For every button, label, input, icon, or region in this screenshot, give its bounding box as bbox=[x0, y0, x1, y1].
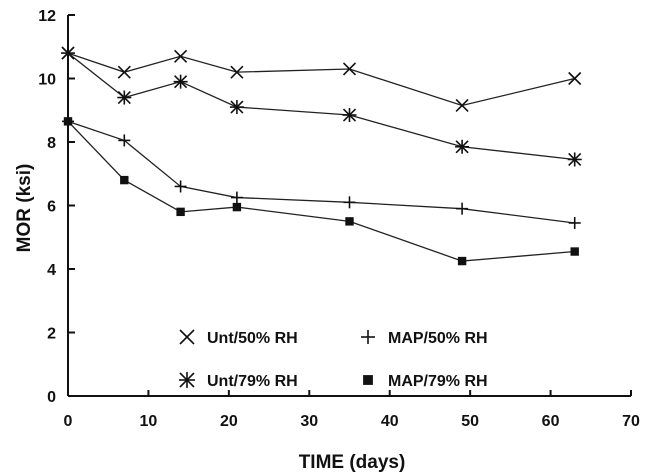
legend-marker-3 bbox=[361, 330, 375, 344]
data-point-series-2 bbox=[342, 108, 357, 123]
legend-marker-2 bbox=[179, 372, 195, 388]
data-point-series-4 bbox=[120, 175, 129, 185]
legend-marker-1 bbox=[179, 329, 195, 345]
data-point-series-2 bbox=[455, 139, 470, 154]
data-point-series-2 bbox=[173, 74, 188, 89]
y-tick-label: 12 bbox=[38, 8, 56, 25]
legend-label-3: MAP/50% RH bbox=[388, 330, 488, 347]
data-point-series-1 bbox=[568, 71, 582, 86]
data-point-series-1 bbox=[174, 49, 188, 63]
data-point-series-3 bbox=[230, 191, 243, 204]
y-tick-label: 0 bbox=[47, 389, 56, 406]
y-axis-label: MOR (ksi) bbox=[14, 164, 35, 253]
x-tick-label: 60 bbox=[542, 413, 560, 430]
data-point-series-2 bbox=[229, 100, 244, 115]
x-tick-label: 0 bbox=[64, 413, 73, 430]
y-tick-label: 10 bbox=[38, 72, 56, 89]
data-point-series-1 bbox=[230, 65, 244, 79]
series-line-1 bbox=[67, 52, 575, 107]
x-tick-label: 70 bbox=[622, 413, 640, 430]
y-tick-label: 6 bbox=[47, 199, 56, 216]
data-point-series-3 bbox=[174, 180, 187, 193]
data-point-series-3 bbox=[343, 196, 356, 209]
y-tick-label: 8 bbox=[47, 135, 56, 152]
data-point-series-4 bbox=[457, 256, 467, 266]
series-line-3 bbox=[67, 120, 575, 224]
data-point-series-2 bbox=[61, 46, 75, 61]
x-tick-label: 50 bbox=[461, 413, 479, 430]
data-point-series-4 bbox=[345, 217, 354, 226]
data-point-series-3 bbox=[568, 216, 581, 229]
data-point-series-2 bbox=[567, 152, 582, 167]
x-tick-label: 30 bbox=[300, 413, 318, 430]
x-tick-label: 40 bbox=[381, 413, 399, 430]
legend-marker-4 bbox=[363, 375, 373, 385]
x-tick-label: 20 bbox=[220, 413, 238, 430]
legend-label-2: Unt/79% RH bbox=[207, 373, 298, 390]
x-tick-label: 10 bbox=[140, 413, 158, 430]
legend-label-1: Unt/50% RH bbox=[207, 330, 298, 347]
data-point-series-3 bbox=[118, 134, 131, 147]
data-point-series-2 bbox=[117, 90, 132, 105]
data-point-series-1 bbox=[342, 62, 357, 76]
data-point-series-3 bbox=[456, 202, 469, 215]
series-line-2 bbox=[67, 52, 575, 161]
data-point-series-4 bbox=[232, 202, 242, 212]
series-line-4 bbox=[67, 120, 575, 262]
data-point-series-1 bbox=[117, 65, 131, 79]
legend-label-4: MAP/79% RH bbox=[388, 373, 488, 390]
data-point-series-4 bbox=[570, 247, 579, 256]
data-point-series-4 bbox=[176, 207, 185, 217]
x-axis-label: TIME (days) bbox=[299, 452, 406, 473]
data-point-series-4 bbox=[63, 117, 73, 126]
y-tick-label: 2 bbox=[47, 326, 56, 343]
y-tick-label: 4 bbox=[47, 262, 56, 279]
data-point-series-1 bbox=[455, 98, 469, 113]
